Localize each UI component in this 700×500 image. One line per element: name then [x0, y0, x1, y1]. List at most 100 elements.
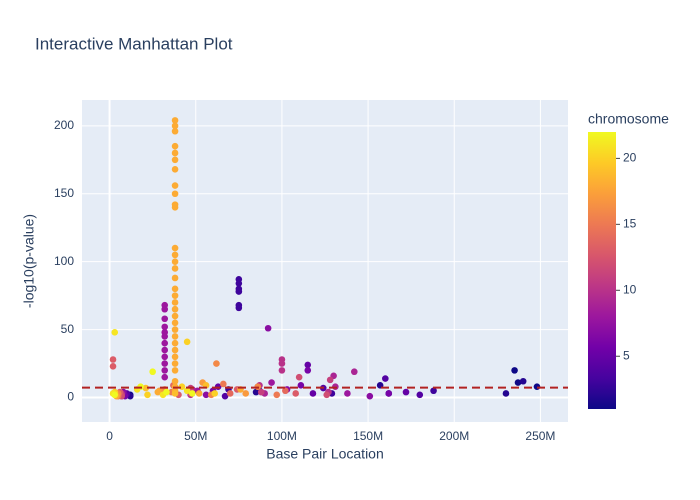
point: [278, 360, 286, 367]
point: [161, 339, 169, 347]
point: [171, 204, 179, 211]
point: [323, 391, 331, 399]
x-tick-label: 200M: [439, 429, 469, 443]
point: [171, 360, 179, 367]
point: [416, 391, 424, 399]
point: [171, 190, 179, 198]
y-tick-label: 100: [54, 254, 74, 268]
point: [161, 323, 169, 331]
point: [268, 379, 275, 386]
point: [297, 382, 305, 389]
point: [366, 392, 374, 400]
point: [282, 387, 289, 395]
point: [171, 244, 179, 252]
point: [109, 362, 117, 370]
colorbar-tick-label: 10: [623, 282, 637, 296]
x-axis-title: Base Pair Location: [266, 446, 384, 462]
point: [161, 367, 169, 374]
point: [235, 280, 243, 287]
point: [511, 367, 518, 374]
y-axis-title: -log10(p-value): [21, 214, 37, 308]
point: [502, 390, 510, 397]
point: [171, 312, 179, 320]
colorbar-title: chromosome: [588, 111, 669, 127]
point: [273, 391, 281, 399]
point: [109, 356, 117, 363]
point: [171, 299, 179, 306]
y-tick-label: 50: [61, 322, 75, 336]
point: [235, 304, 243, 312]
point: [171, 122, 179, 130]
point: [519, 377, 527, 385]
point: [171, 142, 179, 150]
point: [221, 392, 229, 400]
point: [242, 390, 250, 397]
chart-title: Interactive Manhattan Plot: [35, 34, 233, 53]
point: [149, 368, 156, 376]
point: [385, 390, 393, 397]
point: [202, 391, 210, 399]
point: [161, 360, 169, 367]
x-tick-label: 100M: [267, 429, 297, 443]
point: [171, 274, 179, 282]
point: [161, 346, 169, 354]
point: [235, 288, 243, 295]
point: [304, 361, 312, 369]
point: [171, 285, 179, 293]
point: [350, 368, 358, 376]
point: [514, 379, 522, 386]
x-tick-label: 250M: [525, 429, 555, 443]
point: [171, 156, 179, 164]
point: [161, 333, 169, 340]
x-tick-label: 150M: [353, 429, 383, 443]
point: [183, 387, 191, 395]
point: [188, 390, 196, 397]
point: [257, 388, 265, 396]
point: [171, 258, 179, 265]
point: [163, 388, 170, 396]
point: [183, 338, 191, 346]
point: [220, 380, 227, 388]
point: [171, 339, 179, 347]
y-tick-label: 200: [54, 118, 74, 132]
point: [264, 324, 272, 332]
colorbar-tick-label: 15: [623, 217, 637, 231]
point: [171, 149, 179, 157]
point: [382, 375, 389, 382]
point: [144, 391, 151, 399]
x-tick-label: 0: [106, 429, 113, 443]
point: [402, 388, 410, 396]
point: [171, 319, 179, 327]
point: [430, 387, 437, 395]
point: [295, 373, 303, 381]
colorbar-tick-label: 5: [623, 348, 630, 362]
point: [252, 388, 260, 396]
point: [111, 329, 119, 336]
point: [278, 367, 286, 374]
point: [161, 373, 169, 381]
point: [226, 390, 234, 397]
point: [171, 326, 179, 333]
point: [171, 165, 179, 173]
point: [344, 390, 351, 397]
point: [211, 390, 219, 397]
point: [171, 117, 179, 124]
point: [111, 391, 119, 399]
point: [171, 390, 179, 397]
point: [171, 305, 179, 313]
point: [309, 390, 317, 397]
point: [304, 367, 312, 374]
point: [142, 384, 150, 392]
point: [171, 251, 179, 259]
point: [161, 305, 169, 313]
point: [195, 390, 203, 397]
point: [154, 388, 162, 396]
x-tick-label: 50M: [184, 429, 207, 443]
point: [171, 346, 179, 354]
point: [326, 376, 334, 384]
point: [171, 127, 179, 135]
point: [161, 353, 169, 361]
point: [213, 360, 220, 367]
y-tick-label: 150: [54, 186, 74, 200]
point: [171, 333, 179, 340]
